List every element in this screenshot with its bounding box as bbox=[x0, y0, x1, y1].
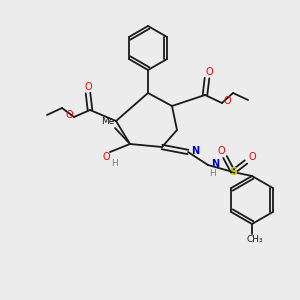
Text: H: H bbox=[208, 169, 215, 178]
Text: H: H bbox=[111, 158, 117, 167]
Text: O: O bbox=[248, 152, 256, 162]
Text: O: O bbox=[65, 110, 73, 120]
Text: N: N bbox=[211, 159, 219, 169]
Text: O: O bbox=[217, 146, 225, 156]
Text: S: S bbox=[229, 167, 237, 177]
Text: O: O bbox=[84, 82, 92, 92]
Text: Me: Me bbox=[101, 116, 115, 125]
Text: O: O bbox=[102, 152, 110, 162]
Text: N: N bbox=[191, 146, 199, 156]
Text: O: O bbox=[223, 96, 231, 106]
Text: O: O bbox=[205, 67, 213, 77]
Text: CH₃: CH₃ bbox=[247, 235, 263, 244]
